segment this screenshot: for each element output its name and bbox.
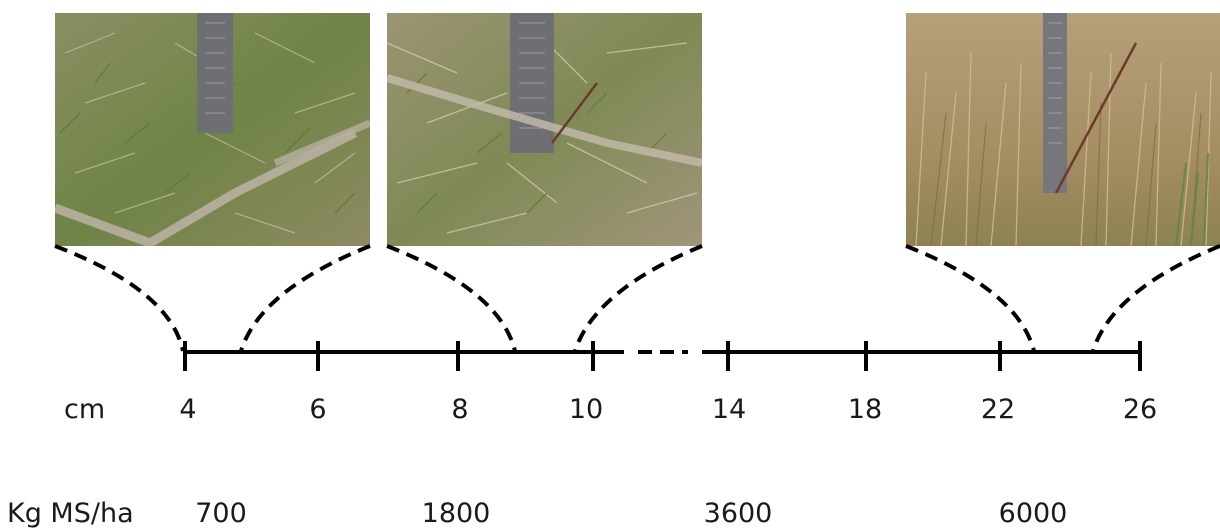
cm-value-18: 18	[847, 394, 883, 425]
cm-value-8: 8	[451, 394, 469, 425]
cm-value-4: 4	[179, 394, 197, 425]
cm-value-22: 22	[980, 394, 1016, 425]
kg-value-700: 700	[195, 498, 247, 529]
cm-value-10: 10	[568, 394, 604, 425]
cm-value-14: 14	[711, 394, 747, 425]
kg-value-1800: 1800	[421, 498, 491, 529]
zoom-curve-left-1	[54, 244, 185, 352]
kg-value-6000: 6000	[998, 498, 1068, 529]
zoom-curve-left-3	[905, 244, 1036, 352]
cm-value-6: 6	[309, 394, 327, 425]
zoom-curve-right-3	[1091, 244, 1220, 352]
zoom-curve-right-1	[239, 244, 371, 352]
pasture-photo-tall	[906, 13, 1220, 246]
zoom-curve-left-2	[386, 244, 517, 352]
pasture-photo-short	[55, 13, 370, 246]
kg-value-3600: 3600	[703, 498, 773, 529]
row-label-cm: cm	[64, 394, 106, 425]
pasture-photo-medium	[387, 13, 702, 246]
zoom-curve-right-2	[573, 244, 703, 352]
cm-value-26: 26	[1122, 394, 1158, 425]
row-label-kg-ms-ha: Kg MS/ha	[7, 498, 134, 529]
